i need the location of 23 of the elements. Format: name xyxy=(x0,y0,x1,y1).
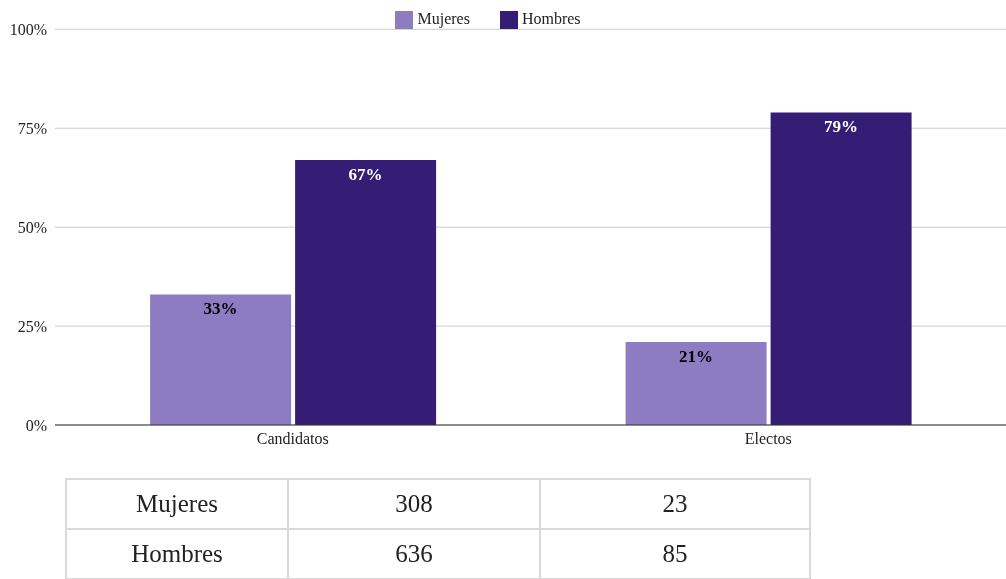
bar xyxy=(150,294,292,425)
bar xyxy=(295,159,437,425)
text: Hombres xyxy=(66,529,288,579)
x-tick-label: Electos xyxy=(744,430,792,448)
bar xyxy=(770,112,912,425)
y-tick-label: 100% xyxy=(9,21,47,39)
y-tick-label: 25% xyxy=(17,317,47,335)
data-label: 33% xyxy=(203,299,238,319)
text: Mujeres xyxy=(66,479,288,529)
y-tick-label: 75% xyxy=(17,119,47,137)
text: 23 xyxy=(540,479,810,529)
y-tick-label: 0% xyxy=(25,416,47,434)
x-tick-label: Candidatos xyxy=(256,430,329,448)
text: 85 xyxy=(540,529,810,579)
data-label: 21% xyxy=(679,346,714,366)
data-label: 79% xyxy=(824,117,859,137)
legend-label: Hombres xyxy=(521,10,581,27)
text: 308 xyxy=(288,479,540,529)
text: 636 xyxy=(288,529,540,579)
bar xyxy=(625,341,767,425)
data-label: 67% xyxy=(348,164,383,184)
y-tick-label: 50% xyxy=(17,218,47,236)
legend-label: Mujeres xyxy=(417,10,470,27)
